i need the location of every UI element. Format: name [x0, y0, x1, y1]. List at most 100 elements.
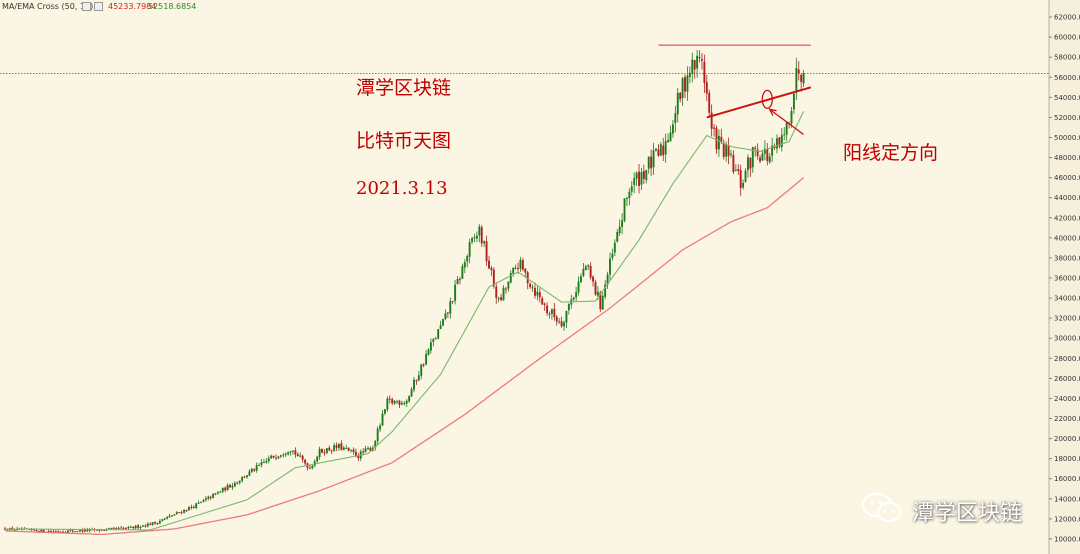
- candle-up: [664, 141, 667, 155]
- candle-up: [410, 389, 413, 397]
- candle-down: [485, 241, 488, 262]
- candles-layer: [4, 49, 805, 534]
- candle-down: [797, 69, 800, 74]
- candle-up: [400, 402, 403, 405]
- candle-down: [446, 312, 449, 314]
- candle-up: [54, 531, 57, 533]
- candle-up: [572, 297, 575, 300]
- y-tick-label: 20000.00: [1054, 435, 1080, 443]
- candle-up: [783, 134, 786, 136]
- candle-up: [776, 138, 778, 149]
- annotation-subject: 比特币天图: [356, 130, 452, 152]
- candle-up: [200, 501, 202, 503]
- candle-up: [212, 493, 215, 498]
- candle-down: [185, 510, 188, 512]
- candle-up: [790, 110, 793, 124]
- candle-up: [514, 267, 517, 269]
- candle-up: [255, 465, 258, 471]
- candle-up: [108, 528, 111, 530]
- candle-up: [686, 75, 689, 92]
- candle-down: [71, 530, 74, 532]
- candle-down: [62, 531, 65, 533]
- annotation-date: 2021.3.13: [356, 178, 448, 199]
- candle-up: [623, 198, 626, 221]
- y-tick-label: 42000.00: [1054, 214, 1080, 222]
- candle-up: [461, 266, 464, 279]
- candle-up: [785, 122, 788, 135]
- candle-up: [669, 132, 672, 142]
- candle-down: [328, 447, 331, 451]
- y-tick-label: 12000.00: [1054, 515, 1080, 523]
- candle-down: [209, 497, 212, 499]
- candle-up: [83, 529, 86, 532]
- candle-down: [703, 61, 706, 83]
- candle-up: [47, 530, 50, 533]
- candle-down: [296, 454, 299, 457]
- candle-down: [708, 92, 711, 113]
- candle-down: [229, 485, 232, 488]
- candle-down: [722, 142, 725, 157]
- candle-up: [250, 468, 253, 472]
- candle-up: [584, 266, 587, 271]
- candle-up: [168, 515, 171, 517]
- candle-down: [81, 530, 84, 532]
- candle-up: [444, 313, 447, 320]
- candle-down: [171, 515, 173, 517]
- candle-up: [792, 93, 795, 110]
- candle-up: [434, 338, 437, 340]
- candle-down: [253, 469, 256, 471]
- candle-down: [538, 292, 541, 298]
- candle-down: [720, 136, 723, 142]
- candle-up: [473, 237, 476, 239]
- candle-down: [488, 260, 490, 269]
- candle-down: [415, 379, 418, 381]
- candle-up: [449, 301, 452, 314]
- candle-down: [149, 523, 152, 525]
- candle-up: [463, 262, 466, 268]
- candle-up: [478, 226, 481, 236]
- watermark-text: 潭学区块链: [912, 501, 1023, 526]
- candle-down: [480, 227, 483, 244]
- candle-up: [13, 529, 16, 531]
- candle-up: [577, 281, 580, 293]
- candle-up: [325, 448, 328, 453]
- y-tick-label: 18000.00: [1054, 455, 1080, 463]
- y-tick-label: 48000.00: [1054, 154, 1080, 162]
- candle-up: [439, 325, 442, 329]
- candle-up: [139, 526, 142, 529]
- y-tick-label: 54000.00: [1054, 94, 1080, 102]
- candle-up: [238, 480, 241, 483]
- price-axis-panel: [1049, 0, 1080, 554]
- candle-up: [231, 485, 234, 488]
- indicator-settings-button[interactable]: [94, 2, 103, 11]
- candle-up: [635, 172, 638, 179]
- candle-down: [190, 506, 193, 508]
- ma-slow-line: [4, 177, 805, 536]
- candle-down: [599, 292, 602, 310]
- y-tick-label: 58000.00: [1054, 54, 1080, 62]
- candle-up: [66, 530, 69, 533]
- candle-up: [751, 147, 754, 168]
- candle-down: [388, 398, 391, 400]
- candle-down: [86, 529, 89, 531]
- candle-down: [759, 157, 761, 162]
- candle-down: [354, 451, 357, 457]
- candle-up: [316, 456, 319, 462]
- candle-up: [567, 303, 570, 311]
- indicator-value-ema: 45233.7984: [108, 2, 157, 11]
- candle-up: [183, 509, 186, 513]
- candle-down: [737, 168, 740, 171]
- indicator-visibility-toggle[interactable]: [82, 2, 91, 11]
- candle-down: [112, 527, 115, 529]
- y-tick-label: 30000.00: [1054, 335, 1080, 343]
- candle-up: [374, 441, 377, 448]
- candle-down: [778, 137, 781, 147]
- candle-up: [141, 525, 144, 527]
- candle-up: [674, 113, 677, 124]
- y-tick-label: 36000.00: [1054, 275, 1080, 283]
- candle-up: [795, 68, 798, 93]
- candle-up: [258, 465, 261, 467]
- candle-up: [730, 153, 732, 155]
- candle-up: [69, 530, 72, 532]
